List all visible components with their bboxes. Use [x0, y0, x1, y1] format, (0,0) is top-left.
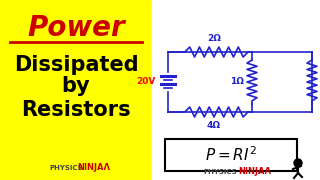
- Text: 2Ω: 2Ω: [207, 34, 221, 43]
- FancyBboxPatch shape: [165, 139, 297, 171]
- Text: 20V: 20V: [137, 78, 156, 87]
- Text: NINJAΛ: NINJAΛ: [238, 168, 271, 177]
- Text: Resistors: Resistors: [21, 100, 131, 120]
- Text: 3Ω: 3Ω: [319, 78, 320, 87]
- Text: by: by: [62, 76, 90, 96]
- Circle shape: [294, 159, 302, 167]
- Text: 4Ω: 4Ω: [207, 121, 221, 130]
- Bar: [0, 0, 152, 180]
- Text: Power: Power: [27, 14, 125, 42]
- Text: PHYSICS: PHYSICS: [203, 169, 237, 175]
- Text: PHYSICS: PHYSICS: [49, 165, 83, 171]
- Text: 1Ω: 1Ω: [230, 78, 244, 87]
- Text: Dissipated: Dissipated: [14, 55, 138, 75]
- Text: $P = RI^2$: $P = RI^2$: [205, 146, 257, 164]
- Bar: [152, 0, 320, 180]
- Text: NINJAΛ: NINJAΛ: [77, 163, 110, 172]
